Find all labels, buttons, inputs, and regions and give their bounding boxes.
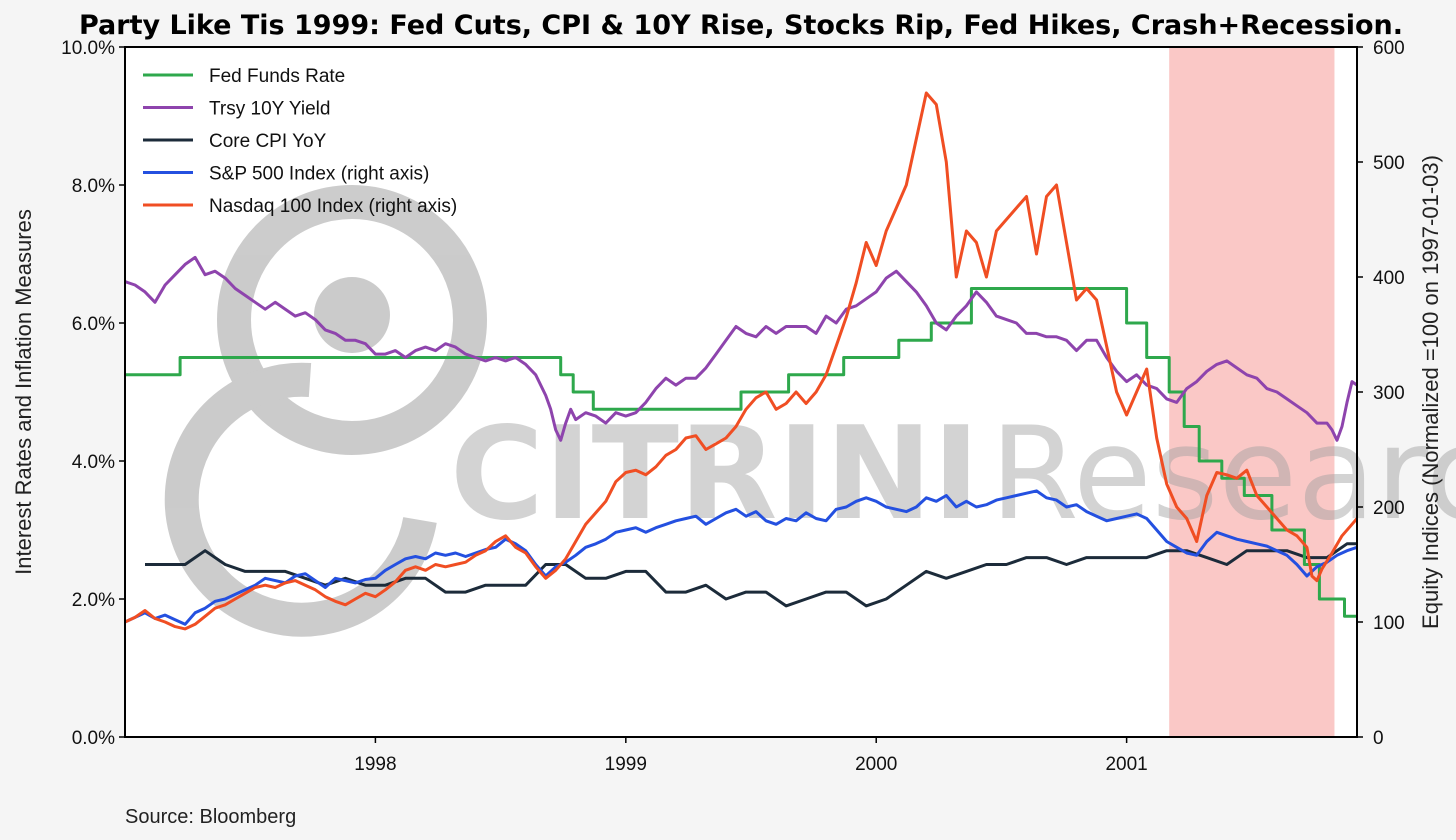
y-left-tick-label: 0.0% [72, 728, 115, 749]
y-right-tick-label: 400 [1373, 268, 1405, 289]
legend-item-s-p-500-index: S&P 500 Index (right axis) [143, 164, 429, 185]
x-tick-label: 2001 [1105, 754, 1147, 775]
legend-label: S&P 500 Index (right axis) [209, 164, 429, 185]
y-right-tick-label: 600 [1373, 38, 1405, 59]
series-line-core-cpi-yoy [145, 542, 1357, 608]
y-left-tick-label: 4.0% [72, 452, 115, 473]
y-right-tick-label: 300 [1373, 383, 1405, 404]
y-left-tick-label: 8.0% [72, 176, 115, 197]
legend: Fed Funds Rate Trsy 10Y Yield Core CPI YoY… [143, 66, 457, 217]
x-tick-label: 1998 [354, 754, 396, 775]
watermark-text: CITRINIResearch [450, 400, 1456, 549]
x-tick-label: 1999 [605, 754, 647, 775]
legend-item-core-cpi-yoy: Core CPI YoY [143, 131, 327, 152]
legend-item-trsy-10y-yield: Trsy 10Y Yield [143, 99, 330, 120]
y-right-tick-label: 0 [1373, 728, 1384, 749]
y-right-tick-label: 200 [1373, 498, 1405, 519]
axis-ticks: 0.0% 2.0% 4.0% 6.0% 8.0% 10.0% 0 100 200 300 400 50… [61, 38, 1405, 775]
legend-label: Nasdaq 100 Index (right axis) [209, 196, 457, 217]
plot-frame [124, 46, 1358, 738]
y-right-tick-label: 500 [1373, 153, 1405, 174]
recession-shading [1169, 47, 1335, 737]
series-line-s-p-500-index [124, 489, 1358, 626]
chart-title: Party Like Tis 1999: Fed Cuts, CPI & 10Y… [79, 10, 1403, 41]
y-left-tick-label: 6.0% [72, 314, 115, 335]
y-right-tick-label: 100 [1373, 613, 1405, 634]
legend-label: Fed Funds Rate [209, 66, 345, 87]
series-line-fed-funds-rate [125, 287, 1357, 618]
legend-item-nasdaq-100-index: Nasdaq 100 Index (right axis) [143, 196, 457, 217]
legend-item-fed-funds-rate: Fed Funds Rate [143, 66, 345, 87]
series-line-nasdaq-100-index [124, 91, 1359, 631]
source-note: Source: Bloomberg [125, 806, 296, 828]
y-left-tick-label: 2.0% [72, 590, 115, 611]
legend-label: Core CPI YoY [209, 131, 327, 152]
x-tick-label: 2000 [855, 754, 897, 775]
y-left-tick-label: 10.0% [61, 38, 115, 59]
y-axis-left-label: Interest Rates and Inflation Measures [11, 209, 36, 575]
series-lines [124, 91, 1359, 631]
series-line-trsy-10y-yield [124, 255, 1358, 442]
legend-label: Trsy 10Y Yield [209, 99, 330, 120]
y-axis-right-label: Equity Indices (Normalized =100 on 1997-… [1418, 155, 1443, 629]
